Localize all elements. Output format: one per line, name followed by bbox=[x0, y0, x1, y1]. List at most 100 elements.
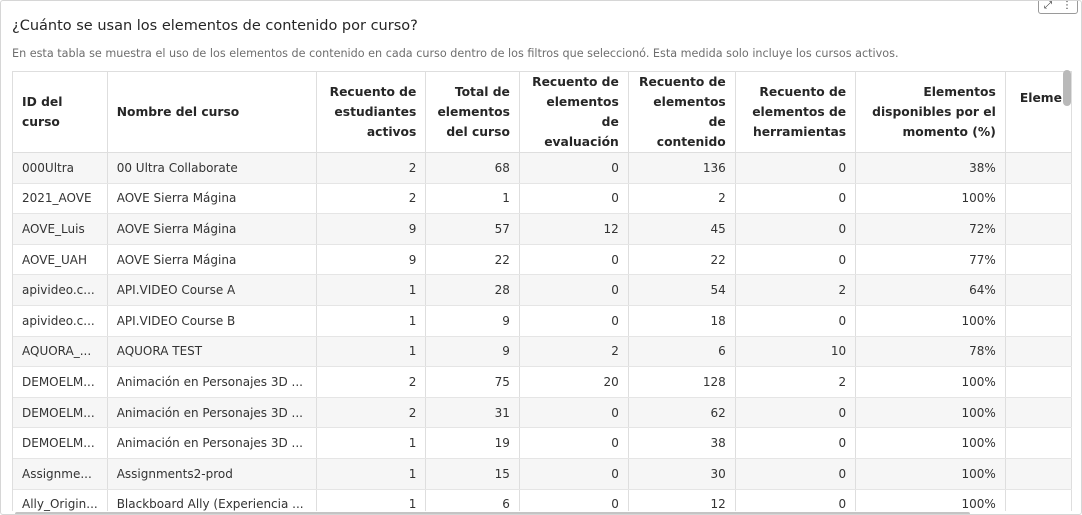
cell-active-students: 1 bbox=[316, 274, 427, 306]
cell-course-name: AOVE Sierra Mágina bbox=[107, 244, 318, 276]
cell-course-id: 2021_AOVE bbox=[13, 183, 108, 215]
cell-assessment-items: 0 bbox=[519, 183, 629, 215]
cell-truncated bbox=[1005, 213, 1072, 245]
cell-course-id: AOVE_UAH bbox=[13, 244, 108, 276]
cell-course-name: Assignments2-prod bbox=[107, 458, 318, 490]
table-row: DEMOELM... Animación en Personajes 3D ...… bbox=[13, 397, 1072, 429]
col-header-active-students[interactable]: Recuento de estudiantes activos bbox=[316, 72, 427, 153]
cell-active-students: 1 bbox=[316, 458, 427, 490]
cell-assessment-items: 0 bbox=[519, 458, 629, 490]
table-row: apivideo.c... API.VIDEO Course A 1 28 0 54 2 64… bbox=[13, 274, 1072, 306]
table-scroll-area[interactable]: ID del curso Nombre del curso Recuento d… bbox=[12, 71, 1072, 511]
cell-truncated bbox=[1005, 336, 1072, 368]
cell-total-items: 22 bbox=[425, 244, 520, 276]
cell-truncated bbox=[1005, 489, 1072, 511]
cell-course-name: Animación en Personajes 3D ... bbox=[107, 397, 318, 429]
cell-assessment-items: 12 bbox=[519, 213, 629, 245]
expand-icon[interactable]: ⤢ bbox=[1044, 0, 1052, 11]
cell-tool-items: 0 bbox=[735, 427, 857, 459]
table-row: DEMOELM... Animación en Personajes 3D ...… bbox=[13, 366, 1072, 398]
cell-content-items: 6 bbox=[628, 336, 736, 368]
table-row: 000Ultra 00 Ultra Collaborate 2 68 0 136 0 38% bbox=[13, 152, 1072, 184]
cell-assessment-items: 20 bbox=[519, 366, 629, 398]
cell-content-items: 128 bbox=[628, 366, 736, 398]
cell-available-pct: 78% bbox=[855, 336, 1006, 368]
cell-assessment-items: 0 bbox=[519, 397, 629, 429]
cell-truncated bbox=[1005, 274, 1072, 306]
cell-available-pct: 100% bbox=[855, 397, 1006, 429]
cell-total-items: 75 bbox=[425, 366, 520, 398]
cell-course-id: Assignme... bbox=[13, 458, 108, 490]
col-header-assessment-items[interactable]: Recuento de elementos de evaluación bbox=[519, 72, 629, 153]
cell-total-items: 57 bbox=[425, 213, 520, 245]
cell-assessment-items: 0 bbox=[519, 489, 629, 511]
col-header-course-name[interactable]: Nombre del curso bbox=[107, 72, 318, 153]
cell-content-items: 62 bbox=[628, 397, 736, 429]
cell-total-items: 1 bbox=[425, 183, 520, 215]
cell-content-items: 38 bbox=[628, 427, 736, 459]
cell-assessment-items: 0 bbox=[519, 244, 629, 276]
cell-active-students: 9 bbox=[316, 213, 427, 245]
cell-course-id: apivideo.c... bbox=[13, 274, 108, 306]
cell-content-items: 30 bbox=[628, 458, 736, 490]
cell-assessment-items: 0 bbox=[519, 274, 629, 306]
cell-truncated bbox=[1005, 458, 1072, 490]
cell-course-name: API.VIDEO Course B bbox=[107, 305, 318, 337]
cell-truncated bbox=[1005, 397, 1072, 429]
col-header-tool-items[interactable]: Recuento de elementos de herramientas bbox=[735, 72, 857, 153]
course-usage-table: ID del curso Nombre del curso Recuento d… bbox=[13, 72, 1072, 511]
cell-course-name: AOVE Sierra Mágina bbox=[107, 183, 318, 215]
col-header-available-items-pct[interactable]: Elementos disponibles por el momento (%) bbox=[855, 72, 1006, 153]
cell-tool-items: 2 bbox=[735, 366, 857, 398]
cell-assessment-items: 0 bbox=[519, 305, 629, 337]
cell-active-students: 2 bbox=[316, 397, 427, 429]
table-body: 000Ultra 00 Ultra Collaborate 2 68 0 136 0 38% 2… bbox=[13, 152, 1072, 511]
cell-course-id: apivideo.c... bbox=[13, 305, 108, 337]
cell-tool-items: 0 bbox=[735, 305, 857, 337]
cell-truncated bbox=[1005, 427, 1072, 459]
cell-course-id: DEMOELM... bbox=[13, 427, 108, 459]
cell-available-pct: 100% bbox=[855, 427, 1006, 459]
cell-content-items: 54 bbox=[628, 274, 736, 306]
table-row: apivideo.c... API.VIDEO Course B 1 9 0 18 0 100… bbox=[13, 305, 1072, 337]
cell-total-items: 28 bbox=[425, 274, 520, 306]
cell-truncated bbox=[1005, 244, 1072, 276]
cell-total-items: 6 bbox=[425, 489, 520, 511]
horizontal-scrollbar[interactable] bbox=[15, 512, 970, 514]
col-header-course-id[interactable]: ID del curso bbox=[13, 72, 108, 153]
cell-tool-items: 2 bbox=[735, 274, 857, 306]
cell-active-students: 9 bbox=[316, 244, 427, 276]
cell-available-pct: 64% bbox=[855, 274, 1006, 306]
cell-active-students: 1 bbox=[316, 489, 427, 511]
cell-content-items: 18 bbox=[628, 305, 736, 337]
card-subtitle: En esta tabla se muestra el uso de los e… bbox=[12, 47, 899, 60]
col-header-truncated[interactable]: Eleme bbox=[1005, 72, 1072, 153]
col-header-content-items[interactable]: Recuento de elementos de contenido bbox=[628, 72, 736, 153]
cell-course-name: API.VIDEO Course A bbox=[107, 274, 318, 306]
cell-assessment-items: 0 bbox=[519, 427, 629, 459]
cell-total-items: 9 bbox=[425, 336, 520, 368]
cell-truncated bbox=[1005, 152, 1072, 184]
cell-content-items: 22 bbox=[628, 244, 736, 276]
card-title: ¿Cuánto se usan los elementos de conteni… bbox=[12, 18, 418, 34]
cell-total-items: 68 bbox=[425, 152, 520, 184]
cell-course-name: 00 Ultra Collaborate bbox=[107, 152, 318, 184]
cell-available-pct: 100% bbox=[855, 366, 1006, 398]
cell-tool-items: 10 bbox=[735, 336, 857, 368]
cell-assessment-items: 2 bbox=[519, 336, 629, 368]
cell-course-name: Blackboard Ally (Experiencia ... bbox=[107, 489, 318, 511]
cell-available-pct: 100% bbox=[855, 183, 1006, 215]
cell-content-items: 136 bbox=[628, 152, 736, 184]
cell-course-id: AQUORA_... bbox=[13, 336, 108, 368]
col-header-total-items[interactable]: Total de elementos del curso bbox=[425, 72, 520, 153]
table-row: DEMOELM... Animación en Personajes 3D ...… bbox=[13, 427, 1072, 459]
cell-assessment-items: 0 bbox=[519, 152, 629, 184]
more-options-icon[interactable]: ⋮ bbox=[1062, 0, 1072, 11]
cell-truncated bbox=[1005, 183, 1072, 215]
cell-available-pct: 100% bbox=[855, 489, 1006, 511]
card-toolbar: ⤢ ⋮ bbox=[1038, 0, 1078, 14]
cell-truncated bbox=[1005, 366, 1072, 398]
vertical-scrollbar[interactable] bbox=[1063, 70, 1071, 106]
cell-available-pct: 72% bbox=[855, 213, 1006, 245]
